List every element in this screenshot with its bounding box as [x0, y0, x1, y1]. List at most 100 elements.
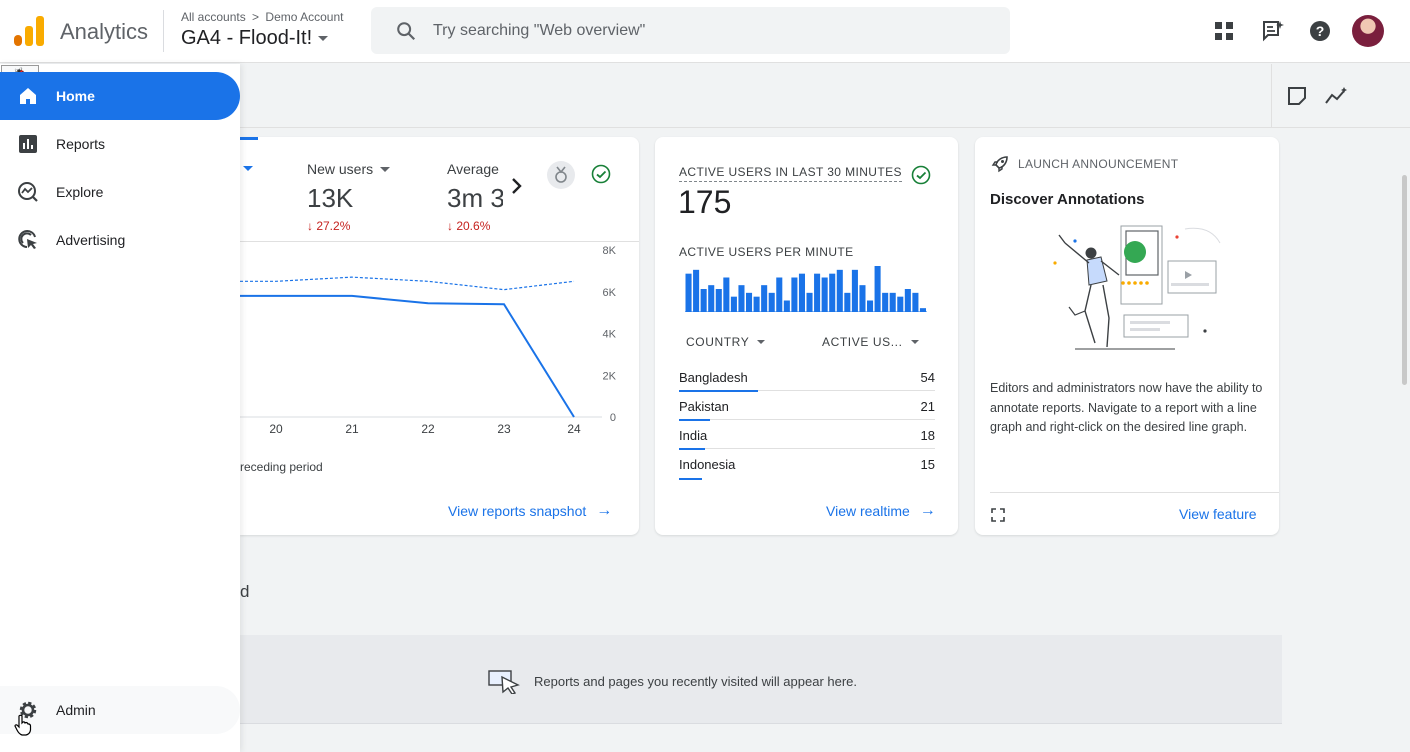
chevron-down-icon: [380, 166, 391, 172]
per-minute-bar[interactable]: [738, 285, 745, 312]
check-circle-icon: [911, 165, 931, 185]
sidebar-item-reports[interactable]: Reports: [0, 120, 240, 168]
app-title: Analytics: [60, 19, 149, 44]
feedback-icon[interactable]: [1260, 18, 1286, 44]
avatar[interactable]: [1352, 15, 1384, 47]
per-minute-bar[interactable]: [897, 296, 904, 312]
y-tick-label: 2K: [603, 370, 617, 382]
per-minute-bar[interactable]: [753, 296, 760, 312]
per-minute-bar[interactable]: [912, 292, 919, 312]
medal-icon[interactable]: [547, 161, 575, 189]
per-minute-bar[interactable]: [919, 308, 926, 312]
country-value: 15: [920, 457, 935, 472]
insights-icon[interactable]: [1325, 86, 1349, 106]
per-minute-bar[interactable]: [761, 285, 768, 312]
x-tick-label: 22: [421, 422, 435, 436]
active-users-value: 175: [678, 184, 732, 220]
sidebar-item-admin[interactable]: Admin: [0, 686, 240, 734]
per-minute-bar[interactable]: [844, 292, 851, 312]
expand-icon[interactable]: [991, 508, 1005, 522]
per-minute-bar[interactable]: [776, 277, 783, 313]
table-row[interactable]: Bangladesh 54: [679, 362, 935, 392]
x-tick-label: 24: [567, 422, 581, 436]
per-minute-bar[interactable]: [806, 292, 813, 312]
legend-preceding-period: receding period: [240, 460, 323, 474]
annotations-illustration: [1053, 225, 1221, 350]
divider: [1271, 64, 1272, 128]
view-feature-link[interactable]: View feature: [1179, 506, 1257, 522]
per-minute-bar[interactable]: [882, 292, 889, 312]
view-realtime-link[interactable]: View realtime →: [826, 502, 936, 520]
sidebar-item-explore[interactable]: Explore: [0, 168, 240, 216]
sidebar-item-home[interactable]: Home: [0, 72, 240, 120]
sidebar-item-advertising[interactable]: Advertising: [0, 216, 240, 264]
country-value: 54: [920, 370, 935, 385]
per-minute-bar[interactable]: [746, 292, 753, 312]
table-row[interactable]: Pakistan 21: [679, 391, 935, 421]
section-title-fragment: d: [240, 582, 250, 601]
x-tick-label: 23: [497, 422, 511, 436]
per-minute-bar[interactable]: [798, 273, 805, 312]
property-name: GA4 - Flood-It!: [181, 27, 313, 49]
metric-average-label[interactable]: Average: [447, 161, 499, 177]
per-minute-bar[interactable]: [874, 266, 881, 312]
per-minute-bar[interactable]: [708, 285, 715, 312]
bar-chart-icon: [19, 135, 37, 153]
per-minute-bar[interactable]: [851, 269, 858, 312]
per-minute-bar[interactable]: [723, 277, 730, 313]
chevron-down-icon[interactable]: [243, 166, 253, 171]
per-minute-bar[interactable]: [859, 285, 866, 312]
search-input[interactable]: [433, 7, 993, 54]
table-row[interactable]: Indonesia 15: [679, 449, 935, 480]
per-minute-bar[interactable]: [889, 292, 896, 312]
chevron-right-icon[interactable]: [510, 177, 524, 195]
search-bar[interactable]: [371, 7, 1010, 54]
arrow-right-icon: →: [596, 502, 613, 519]
analytics-logo[interactable]: [14, 16, 44, 46]
realtime-title[interactable]: ACTIVE USERS IN LAST 30 MINUTES: [679, 165, 902, 182]
metric-new-users-label[interactable]: New users: [307, 161, 391, 177]
per-minute-bar[interactable]: [791, 277, 798, 313]
y-tick-label: 8K: [603, 245, 617, 257]
per-minute-bar[interactable]: [814, 273, 821, 312]
per-minute-bar[interactable]: [730, 296, 737, 312]
column-active-users-header[interactable]: ACTIVE US...: [822, 335, 919, 349]
notes-icon[interactable]: [1287, 86, 1307, 106]
per-minute-bar[interactable]: [783, 300, 790, 313]
x-tick-label: 20: [269, 422, 283, 436]
scrollbar[interactable]: [1402, 175, 1407, 385]
per-minute-bar-chart: [685, 266, 927, 313]
country-value: 21: [920, 399, 935, 414]
help-icon[interactable]: ?: [1307, 18, 1333, 44]
column-label: COUNTRY: [686, 335, 750, 349]
breadcrumb-account[interactable]: Demo Account: [265, 10, 344, 24]
property-selector[interactable]: GA4 - Flood-It!: [181, 27, 329, 50]
per-minute-bar[interactable]: [867, 300, 874, 313]
selected-tab-indicator: [240, 137, 258, 140]
announcement-body: Editors and administrators now have the …: [990, 381, 1263, 434]
per-minute-bar[interactable]: [768, 292, 775, 312]
per-minute-bar[interactable]: [693, 269, 700, 312]
metric-average-delta: ↓ 20.6%: [447, 219, 491, 233]
per-minute-bar[interactable]: [904, 289, 911, 312]
share-bar: [679, 419, 710, 421]
metric-new-users-value: 13K: [307, 183, 354, 213]
breadcrumb[interactable]: All accounts > Demo Account: [181, 10, 343, 24]
per-minute-bar[interactable]: [829, 273, 836, 312]
breadcrumb-root[interactable]: All accounts: [181, 10, 246, 24]
per-minute-bar[interactable]: [821, 277, 828, 313]
column-country-header[interactable]: COUNTRY: [686, 335, 766, 349]
per-minute-bar[interactable]: [715, 289, 722, 312]
per-minute-bar[interactable]: [836, 269, 843, 312]
sidebar: 🐞 Home Reports Explore Advertising Admin: [0, 64, 240, 752]
per-minute-bar[interactable]: [700, 289, 707, 312]
divider: [240, 241, 639, 242]
per-minute-bar[interactable]: [685, 273, 692, 312]
apps-grid-icon[interactable]: [1211, 18, 1237, 44]
share-bar: [679, 390, 758, 392]
view-reports-snapshot-link[interactable]: View reports snapshot →: [448, 502, 612, 520]
table-row[interactable]: India 18: [679, 420, 935, 450]
sub-header: [240, 64, 1410, 128]
metric-average-value: 3m 3: [447, 183, 503, 213]
home-icon: [20, 88, 36, 104]
